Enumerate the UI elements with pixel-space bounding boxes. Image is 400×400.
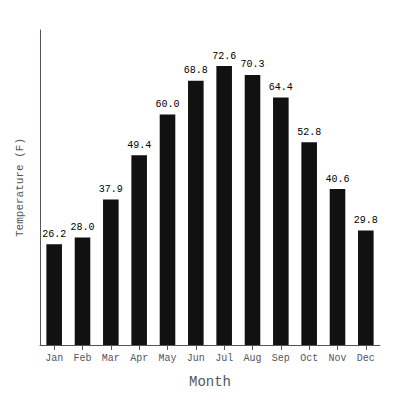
svg-text:64.4: 64.4 [269, 82, 293, 93]
svg-text:May: May [158, 353, 176, 364]
svg-text:37.9: 37.9 [99, 184, 123, 195]
svg-text:72.6: 72.6 [212, 51, 236, 62]
svg-text:70.3: 70.3 [240, 59, 264, 70]
svg-text:26.2: 26.2 [42, 229, 66, 240]
svg-text:28.0: 28.0 [70, 222, 94, 233]
svg-text:Nov: Nov [328, 353, 346, 364]
svg-text:Apr: Apr [130, 353, 148, 364]
svg-text:68.8: 68.8 [184, 65, 208, 76]
svg-text:Dec: Dec [357, 353, 375, 364]
svg-text:Sep: Sep [272, 353, 290, 364]
svg-text:Aug: Aug [243, 353, 261, 364]
svg-text:52.8: 52.8 [297, 127, 321, 138]
svg-text:Mar: Mar [102, 353, 120, 364]
svg-text:Jan: Jan [45, 353, 63, 364]
svg-text:Feb: Feb [73, 353, 91, 364]
svg-text:Temperature (F): Temperature (F) [14, 138, 26, 237]
svg-text:Month: Month [189, 374, 231, 390]
svg-text:Oct: Oct [300, 353, 318, 364]
svg-text:60.0: 60.0 [155, 99, 179, 110]
svg-text:Jun: Jun [187, 353, 205, 364]
svg-text:Jul: Jul [215, 353, 233, 364]
svg-text:29.8: 29.8 [354, 215, 378, 226]
svg-text:49.4: 49.4 [127, 140, 151, 151]
svg-text:40.6: 40.6 [325, 174, 349, 185]
